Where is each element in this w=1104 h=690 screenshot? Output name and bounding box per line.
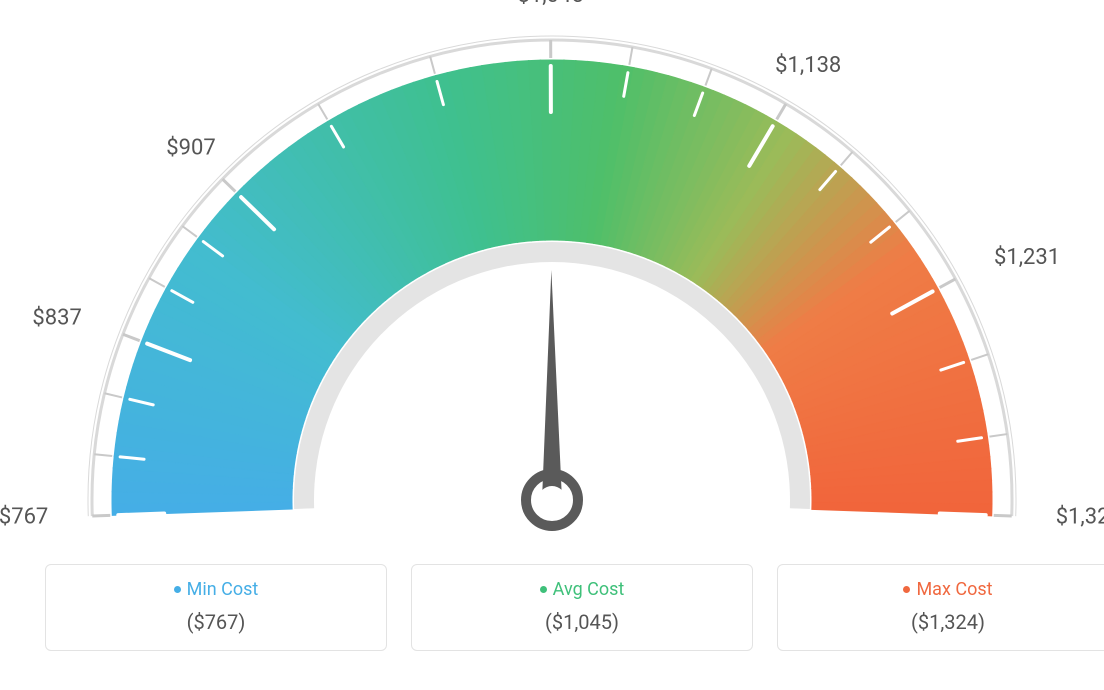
legend-card-max: Max Cost ($1,324) (777, 564, 1104, 651)
legend-value-avg: ($1,045) (422, 610, 742, 634)
needle-hub-fill (538, 486, 566, 514)
tick-label: $1,324 (1056, 505, 1104, 530)
gauge-svg: $767 $837 $907 $1,045 $1,138 $1,231 $1,324 (0, 0, 1104, 560)
legend-value-max: ($1,324) (788, 610, 1104, 634)
tick-label: $837 (32, 305, 81, 330)
legend-value-min: ($767) (56, 610, 376, 634)
legend-card-avg: Avg Cost ($1,045) (411, 564, 753, 651)
legend-dot-avg (540, 586, 547, 593)
tick-label: $907 (166, 135, 215, 160)
needle (542, 270, 562, 500)
legend-title-avg: Avg Cost (422, 579, 742, 600)
tick-label: $1,231 (994, 245, 1060, 270)
legend-dot-max (903, 586, 910, 593)
cost-gauge-chart: $767 $837 $907 $1,045 $1,138 $1,231 $1,324 (0, 0, 1104, 564)
tick-label: $767 (0, 505, 48, 530)
legend-title-max: Max Cost (788, 579, 1104, 600)
legend-label-text: Min Cost (187, 579, 259, 600)
legend-title-min: Min Cost (56, 579, 376, 600)
legend-row: Min Cost ($767) Avg Cost ($1,045) Max Cost ($… (0, 564, 1104, 651)
legend-label-text: Avg Cost (553, 579, 625, 600)
legend-card-min: Min Cost ($767) (45, 564, 387, 651)
tick-label: $1,045 (517, 0, 583, 8)
legend-label-text: Max Cost (916, 579, 992, 600)
legend-dot-min (174, 586, 181, 593)
tick-label: $1,138 (775, 53, 841, 78)
